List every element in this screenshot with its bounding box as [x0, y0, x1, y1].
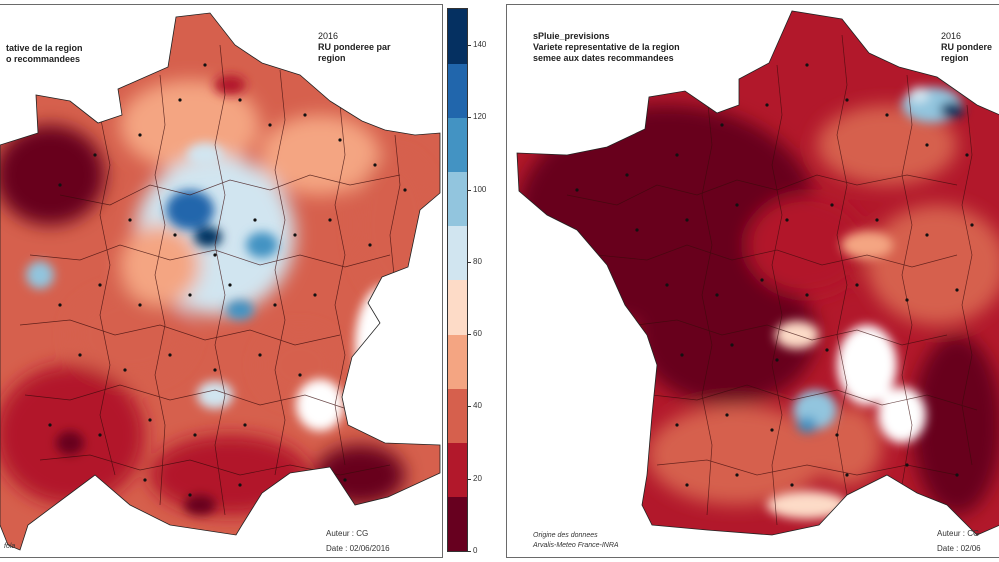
right-map-author: Auteur : CG	[937, 529, 980, 538]
right-map-date: Date : 02/06	[937, 544, 981, 553]
color-scale-segment	[448, 280, 467, 335]
color-scale-bar	[447, 8, 468, 552]
color-scale-tick-label: 100	[473, 184, 487, 194]
color-scale-tick	[467, 117, 471, 119]
right-map-subtitle-line-1: RU pondere	[941, 42, 993, 52]
color-scale-segment	[448, 63, 467, 118]
color-scale-tick	[467, 189, 471, 191]
color-scale-tick-label: 0	[473, 546, 478, 555]
color-scale-segment	[448, 171, 467, 227]
right-map-subtitle-line-2: region	[941, 53, 969, 63]
left-map-panel: tative de la region o recommandees 2016 …	[0, 4, 443, 558]
color-scale-tick	[467, 406, 471, 408]
right-map-year: 2016	[941, 31, 962, 41]
color-scale-tick	[467, 334, 471, 336]
right-map-title: sPluie_previsions Variete representative…	[533, 31, 680, 64]
left-map-subtitle-line-2: region	[318, 53, 346, 63]
left-map-title: tative de la region o recommandees	[6, 43, 83, 65]
right-map-france	[516, 10, 999, 536]
color-scale-tick	[467, 478, 471, 480]
color-scale-tick-label: 40	[473, 401, 482, 411]
right-map-panel: sPluie_previsions Variete representative…	[506, 4, 999, 558]
right-map-title-line-1: sPluie_previsions	[533, 31, 610, 41]
color-scale-tick	[467, 45, 471, 47]
color-scale-legend: 140 120 100 80 60 40 20 0	[445, 8, 495, 555]
color-scale-tick-label: 120	[473, 112, 487, 122]
left-map-france	[0, 12, 441, 551]
color-scale-tick	[467, 551, 471, 552]
color-scale-segment	[448, 442, 467, 498]
left-map-subtitle-line-1: RU ponderee par	[318, 42, 391, 52]
color-scale-tick-label: 80	[473, 256, 482, 266]
left-map-legend-header: 2016 RU ponderee par region	[318, 31, 391, 64]
right-map-title-line-3: semee aux dates recommandees	[533, 53, 674, 63]
left-map-origin: fola	[4, 543, 16, 550]
left-map-year: 2016	[318, 31, 339, 41]
color-scale-segment	[448, 9, 467, 64]
color-scale-tick-label: 60	[473, 329, 482, 339]
left-map-title-line-1: tative de la region	[6, 43, 83, 53]
right-map-title-line-2: Variete representative de la region	[533, 42, 680, 52]
right-map-legend-header: 2016 RU pondere region	[941, 31, 992, 64]
left-map-title-line-2: o recommandees	[6, 54, 81, 64]
right-map-origin-line-1: Origine des donnees	[533, 532, 598, 539]
color-scale-segment	[448, 225, 467, 281]
color-scale-segment	[448, 334, 467, 389]
color-scale-segment	[448, 388, 467, 444]
right-map-origin: Origine des donnees Arvalis-Meteo France…	[533, 531, 619, 551]
right-map-origin-line-2: Arvalis-Meteo France-INRA	[533, 542, 619, 549]
color-scale-tick	[467, 261, 471, 263]
left-map-author: Auteur : CG	[326, 529, 369, 538]
color-scale-tick-label: 140	[473, 40, 487, 50]
color-scale-segment	[448, 117, 467, 173]
color-scale-tick-label: 20	[473, 473, 482, 483]
left-map-date: Date : 02/06/2016	[326, 544, 390, 553]
color-scale-segment	[448, 496, 467, 552]
